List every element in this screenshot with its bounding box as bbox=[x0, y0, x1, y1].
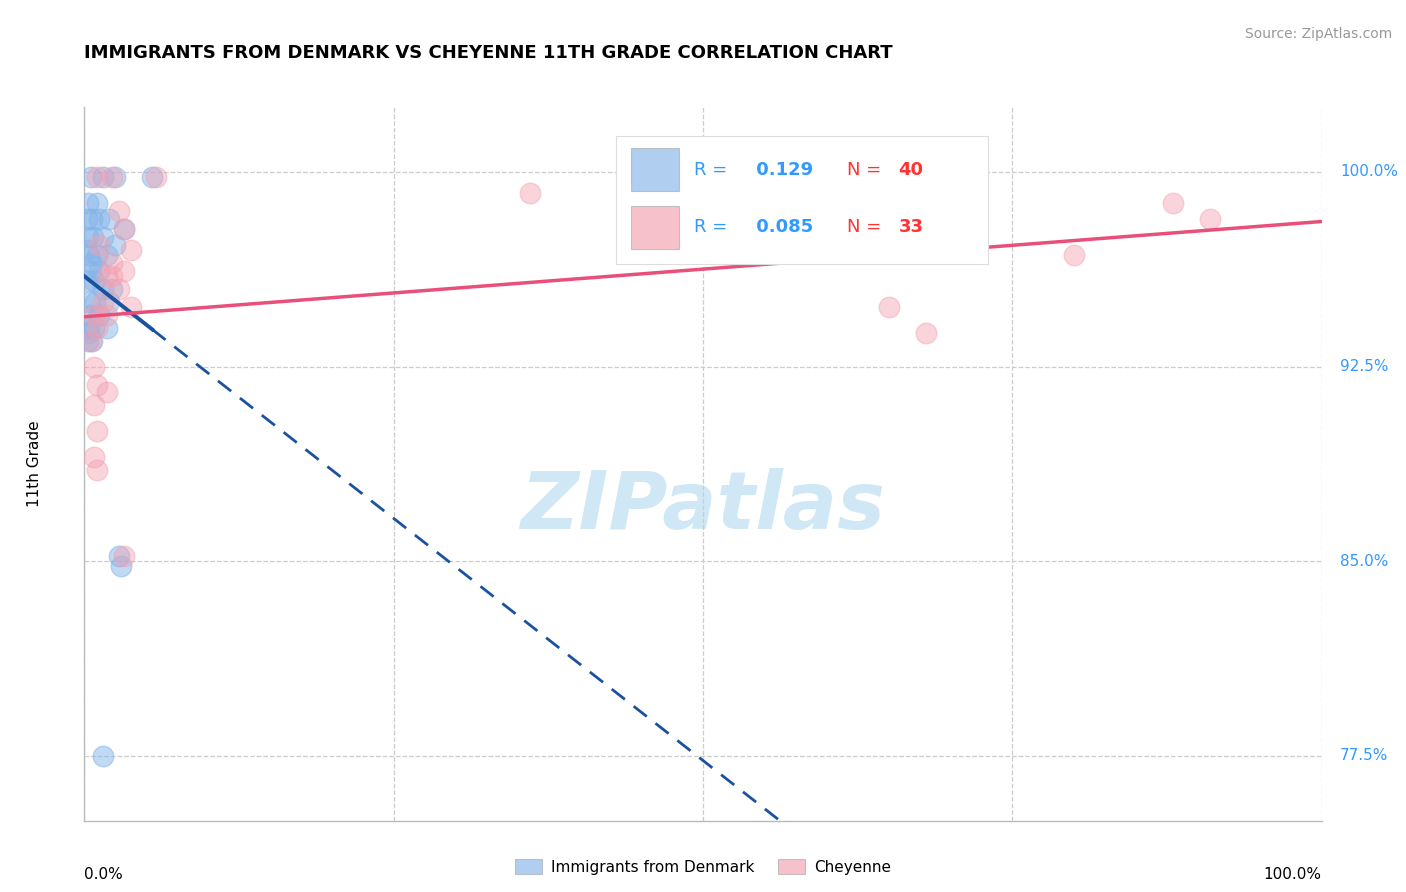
Text: 100.0%: 100.0% bbox=[1264, 867, 1322, 882]
Point bbox=[86, 248, 108, 262]
Point bbox=[80, 334, 103, 348]
Point bbox=[86, 170, 108, 185]
Point bbox=[79, 326, 101, 340]
Point bbox=[79, 263, 101, 277]
Text: 0.085: 0.085 bbox=[749, 219, 813, 236]
Point bbox=[89, 237, 111, 252]
Point bbox=[89, 211, 111, 226]
Text: R =: R = bbox=[695, 161, 734, 178]
Point bbox=[96, 385, 118, 400]
Point bbox=[877, 300, 900, 314]
Point bbox=[80, 211, 103, 226]
Point bbox=[96, 268, 118, 283]
Point bbox=[89, 308, 111, 322]
Point bbox=[86, 463, 108, 477]
Text: 33: 33 bbox=[898, 219, 924, 236]
Point bbox=[112, 222, 135, 236]
Point bbox=[104, 170, 127, 185]
Point bbox=[98, 211, 121, 226]
Point bbox=[79, 294, 101, 309]
Point bbox=[91, 170, 114, 185]
Point bbox=[96, 248, 118, 262]
Point bbox=[83, 359, 105, 374]
Point bbox=[120, 300, 142, 314]
Point bbox=[76, 243, 98, 257]
Point bbox=[91, 294, 114, 309]
Point bbox=[83, 450, 105, 465]
Text: 11th Grade: 11th Grade bbox=[27, 420, 42, 508]
Point bbox=[104, 237, 127, 252]
Point bbox=[83, 308, 105, 322]
Point bbox=[98, 294, 121, 309]
Point bbox=[112, 222, 135, 236]
Point bbox=[84, 294, 107, 309]
Point bbox=[80, 256, 103, 270]
Point bbox=[100, 282, 122, 296]
Point bbox=[91, 748, 114, 763]
Point bbox=[86, 377, 108, 392]
Point bbox=[96, 308, 118, 322]
Point bbox=[83, 399, 105, 413]
Point bbox=[100, 268, 122, 283]
Point bbox=[120, 243, 142, 257]
Text: 77.5%: 77.5% bbox=[1340, 748, 1389, 764]
Text: ZIPatlas: ZIPatlas bbox=[520, 467, 886, 546]
Point bbox=[79, 308, 101, 322]
Point bbox=[108, 282, 131, 296]
Point bbox=[112, 549, 135, 563]
Point bbox=[145, 170, 167, 185]
Point bbox=[519, 186, 541, 200]
Point bbox=[141, 170, 163, 185]
Text: IMMIGRANTS FROM DENMARK VS CHEYENNE 11TH GRADE CORRELATION CHART: IMMIGRANTS FROM DENMARK VS CHEYENNE 11TH… bbox=[84, 45, 893, 62]
FancyBboxPatch shape bbox=[631, 206, 679, 249]
Text: N =: N = bbox=[846, 161, 887, 178]
Point bbox=[110, 559, 132, 574]
Point bbox=[77, 196, 100, 211]
Point bbox=[77, 229, 100, 244]
Point bbox=[77, 334, 100, 348]
Point bbox=[1199, 211, 1222, 226]
Point bbox=[82, 229, 104, 244]
Point bbox=[77, 274, 100, 288]
Point bbox=[79, 248, 101, 262]
Point bbox=[83, 320, 105, 334]
Point bbox=[91, 229, 114, 244]
Text: 85.0%: 85.0% bbox=[1340, 554, 1389, 568]
Point bbox=[86, 320, 108, 334]
Text: 92.5%: 92.5% bbox=[1340, 359, 1389, 374]
Text: R =: R = bbox=[695, 219, 734, 236]
Point bbox=[704, 222, 727, 236]
Text: Source: ZipAtlas.com: Source: ZipAtlas.com bbox=[1244, 27, 1392, 41]
Point bbox=[108, 203, 131, 218]
Text: 0.0%: 0.0% bbox=[84, 867, 124, 882]
Point bbox=[91, 282, 114, 296]
Point bbox=[914, 326, 936, 340]
Point bbox=[1161, 196, 1184, 211]
Text: N =: N = bbox=[846, 219, 887, 236]
Point bbox=[96, 320, 118, 334]
Point bbox=[1063, 248, 1085, 262]
Legend: Immigrants from Denmark, Cheyenne: Immigrants from Denmark, Cheyenne bbox=[509, 853, 897, 880]
Point bbox=[100, 170, 122, 185]
Text: 100.0%: 100.0% bbox=[1340, 164, 1398, 179]
Point bbox=[86, 425, 108, 439]
Point bbox=[86, 196, 108, 211]
Point bbox=[79, 170, 101, 185]
Point bbox=[76, 211, 98, 226]
Point bbox=[108, 549, 131, 563]
Text: 0.129: 0.129 bbox=[749, 161, 813, 178]
FancyBboxPatch shape bbox=[631, 148, 679, 191]
Text: 40: 40 bbox=[898, 161, 924, 178]
Point bbox=[83, 274, 105, 288]
Point bbox=[89, 263, 111, 277]
Point bbox=[100, 256, 122, 270]
Point bbox=[77, 320, 100, 334]
Point bbox=[79, 334, 101, 348]
Point bbox=[112, 263, 135, 277]
